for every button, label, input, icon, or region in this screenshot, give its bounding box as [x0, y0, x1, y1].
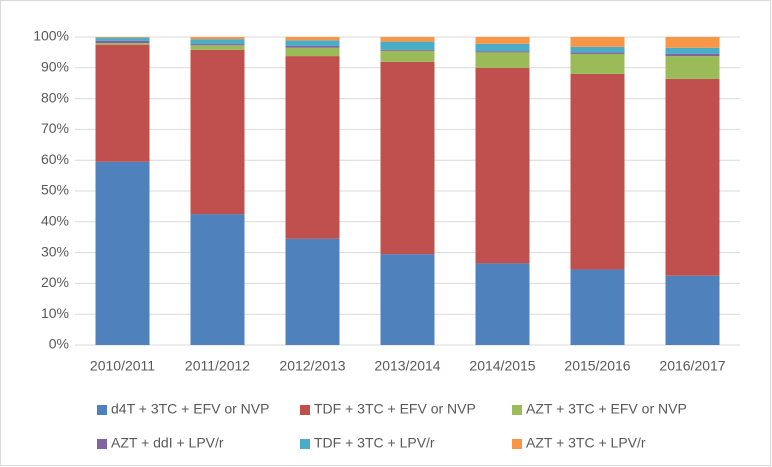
legend-label: d4T + 3TC + EFV or NVP [111, 401, 269, 417]
bar-segment [190, 37, 245, 40]
bar-segment [475, 67, 530, 264]
bar-segment [95, 37, 150, 38]
bar-segment [570, 53, 625, 74]
legend-label: TDF + 3TC + EFV or NVP [314, 401, 476, 417]
bar-segment [570, 46, 625, 53]
bar-segment [285, 238, 340, 345]
bar-segment [190, 45, 245, 50]
legend-swatch [97, 439, 107, 449]
bar-segment [95, 37, 150, 41]
y-tick-label: 20% [41, 274, 69, 290]
bar-segment [570, 37, 625, 47]
bar-segment [665, 56, 720, 79]
y-tick-label: 60% [41, 151, 69, 167]
bar-segment [570, 73, 625, 270]
y-tick-label: 40% [41, 213, 69, 229]
x-tick-label: 2015/2016 [564, 358, 630, 374]
bar-segment [665, 78, 720, 276]
bar-segment [665, 47, 720, 54]
bar-segment [380, 37, 435, 42]
bar-segment [475, 37, 530, 44]
bar-segment [190, 39, 245, 45]
bar-segment [570, 52, 625, 54]
x-tick-label: 2016/2017 [659, 358, 725, 374]
bar-segment [665, 275, 720, 345]
legend-swatch [300, 405, 310, 415]
bar-segment [380, 61, 435, 255]
bar-segment [285, 37, 340, 41]
y-tick-label: 10% [41, 305, 69, 321]
legend-swatch [512, 439, 522, 449]
bar-segment [190, 214, 245, 345]
y-tick-label: 90% [41, 59, 69, 75]
x-tick-label: 2013/2014 [374, 358, 440, 374]
bar-segment [190, 44, 245, 46]
bar-segment [380, 49, 435, 51]
x-tick-label: 2012/2013 [279, 358, 345, 374]
bar-segment [95, 40, 150, 44]
bar-segment [665, 53, 720, 57]
bar-segment [285, 45, 340, 48]
y-tick-label: 30% [41, 243, 69, 259]
legend-swatch [300, 439, 310, 449]
bar-segment [285, 40, 340, 46]
bar-segment [475, 43, 530, 52]
x-tick-label: 2011/2012 [185, 358, 250, 374]
legend-label: TDF + 3TC + LPV/r [314, 435, 435, 451]
bar-segment [95, 43, 150, 45]
legend-label: AZT + ddI + LPV/r [111, 435, 224, 451]
y-tick-label: 100% [33, 28, 69, 44]
bar-segment [570, 269, 625, 345]
bar-segment [95, 161, 150, 345]
legend-label: AZT + 3TC + LPV/r [526, 435, 646, 451]
y-tick-label: 80% [41, 89, 69, 105]
bar-segment [380, 50, 435, 62]
y-tick-label: 70% [41, 120, 69, 136]
bar-segment [190, 49, 245, 215]
bar-segment [475, 263, 530, 345]
y-tick-label: 0% [49, 336, 69, 352]
y-tick-label: 50% [41, 182, 69, 198]
legend-label: AZT + 3TC + EFV or NVP [526, 401, 687, 417]
bar-segment [95, 44, 150, 162]
x-tick-label: 2010/2011 [90, 358, 155, 374]
legend-swatch [512, 405, 522, 415]
bar-segment [475, 51, 530, 53]
bar-segment [475, 52, 530, 68]
bar-segment [665, 37, 720, 48]
bar-segment [285, 56, 340, 239]
bar-segment [380, 254, 435, 345]
bar-segment [285, 47, 340, 57]
legend-swatch [97, 405, 107, 415]
x-tick-label: 2014/2015 [469, 358, 535, 374]
bar-segment [380, 41, 435, 50]
